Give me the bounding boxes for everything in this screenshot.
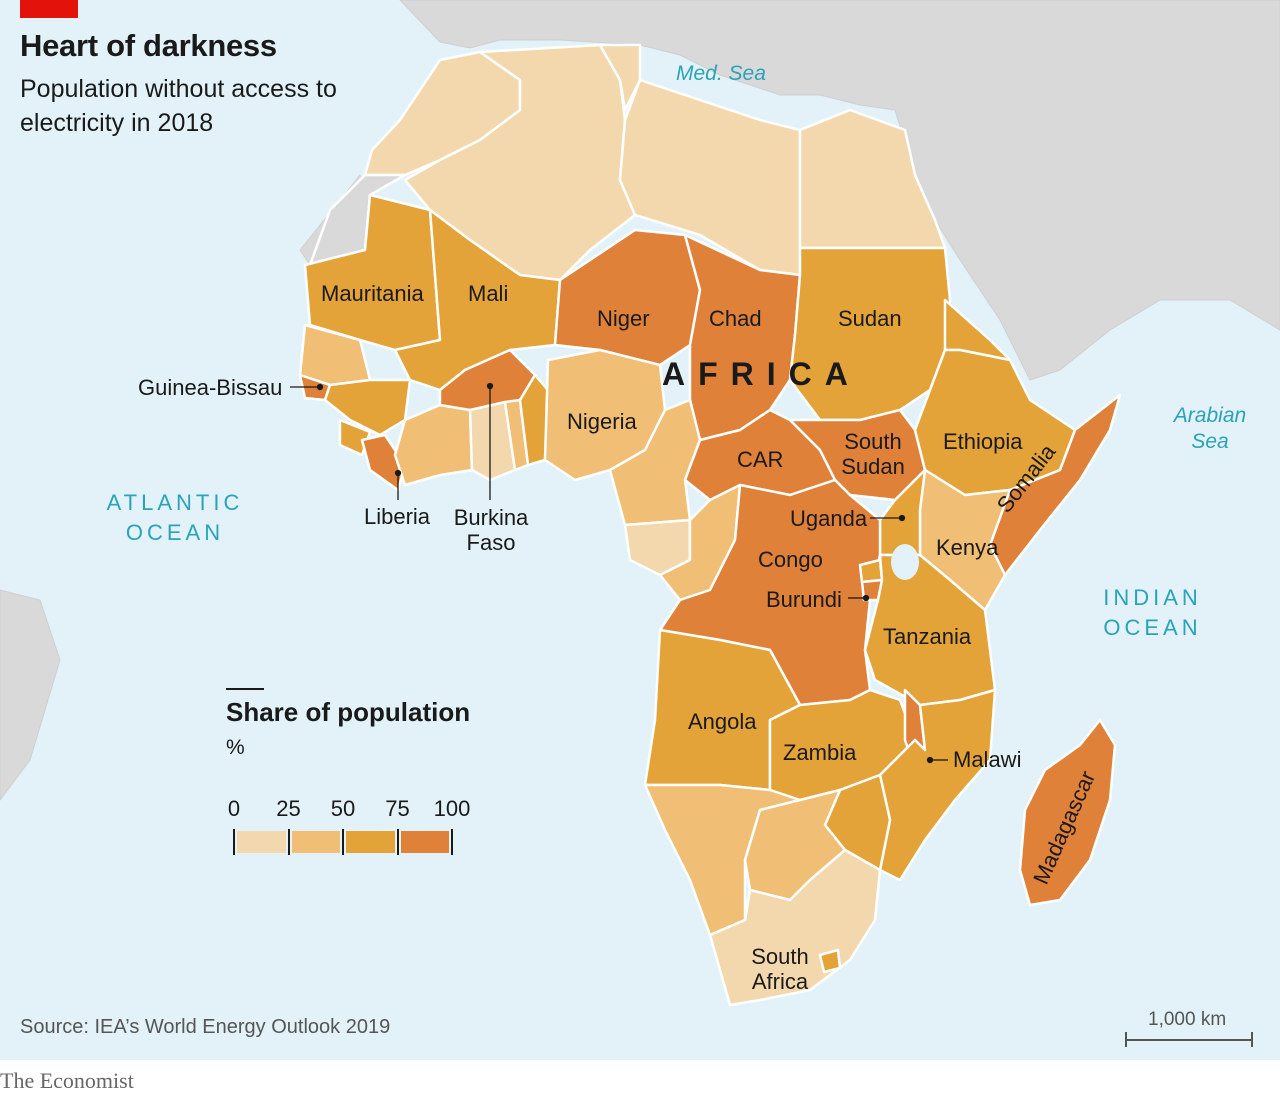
- legend-swatch-0-25: [237, 831, 286, 853]
- legend-unit: %: [226, 736, 245, 759]
- label-indian-ocean: INDIAN OCEAN: [1103, 585, 1202, 640]
- country-guinea: [323, 378, 412, 437]
- label-kenya: Kenya: [936, 535, 999, 560]
- label-sudan: Sudan: [838, 306, 902, 331]
- country-shapes: [298, 43, 1122, 1007]
- label-arabian-sea: Arabian Sea: [1173, 404, 1247, 453]
- label-chad: Chad: [709, 306, 762, 331]
- label-uganda: Uganda: [790, 506, 868, 531]
- label-atlantic-ocean: ATLANTIC OCEAN: [106, 490, 244, 545]
- legend-tick-100: 100: [433, 796, 471, 821]
- country-rwanda: [858, 558, 884, 584]
- legend-tick-line: [342, 829, 344, 855]
- legend-tick-25: 25: [276, 796, 301, 821]
- legend-tick-0: 0: [227, 796, 241, 821]
- map-canvas: Heart of darkness Population without acc…: [0, 0, 1280, 1060]
- country-madagascar: [1018, 718, 1117, 907]
- label-car: CAR: [737, 447, 784, 472]
- legend-tick-line: [233, 829, 235, 855]
- scale-bar-line: [1125, 1032, 1253, 1047]
- country-mozambique: [878, 688, 997, 882]
- label-south-africa: South Africa: [751, 944, 809, 994]
- label-burkina-faso: Burkina Faso: [453, 505, 529, 555]
- country-lesotho: [818, 948, 842, 974]
- label-niger: Niger: [597, 306, 650, 331]
- legend-tick-line: [396, 829, 399, 855]
- country-tunisia: [598, 43, 642, 112]
- legend-swatch-25-50: [291, 831, 340, 853]
- africa-choropleth-map: [0, 0, 1280, 1047]
- label-ethiopia: Ethiopia: [943, 429, 1023, 454]
- economist-red-tab: [20, 0, 78, 18]
- label-mauritania: Mauritania: [321, 281, 424, 306]
- legend-title: Share of population: [226, 697, 471, 727]
- scale-bar-label: 1,000 km: [1148, 1009, 1227, 1030]
- label-tanzania: Tanzania: [883, 624, 972, 649]
- label-congo: Congo: [758, 547, 823, 572]
- label-mali: Mali: [468, 281, 509, 306]
- legend-swatch-75-100: [400, 831, 449, 853]
- country-ghana: [468, 400, 517, 482]
- country-somalia: [988, 393, 1122, 577]
- legend-rule: [226, 688, 264, 690]
- label-africa: AFRICA: [662, 356, 861, 392]
- legend-tick-line: [451, 829, 453, 855]
- legend-tick-75: 75: [385, 796, 410, 821]
- label-burundi: Burundi: [766, 587, 842, 612]
- chart-subtitle: Population without access to electricity…: [20, 75, 337, 137]
- label-med-sea: Med. Sea: [676, 62, 766, 85]
- leader-lines: [290, 382, 948, 764]
- label-nigeria: Nigeria: [567, 409, 637, 434]
- legend-swatch-50-75: [346, 831, 395, 853]
- publisher-footer: The Economist: [0, 1068, 134, 1093]
- label-zambia: Zambia: [783, 740, 857, 765]
- chart-title: Heart of darkness: [20, 28, 277, 63]
- label-liberia: Liberia: [364, 504, 431, 529]
- label-malawi: Malawi: [953, 747, 1022, 772]
- legend-tick-50: 50: [330, 796, 356, 821]
- country-sudan: [788, 246, 952, 422]
- source-note: Source: IEA’s World Energy Outlook 2019: [20, 1016, 391, 1038]
- legend-tick-line: [287, 829, 290, 855]
- label-south-sudan: South Sudan: [841, 429, 905, 479]
- label-guinea-bissau: Guinea-Bissau: [138, 375, 283, 400]
- label-angola: Angola: [688, 709, 757, 734]
- lake-victoria: [891, 544, 919, 580]
